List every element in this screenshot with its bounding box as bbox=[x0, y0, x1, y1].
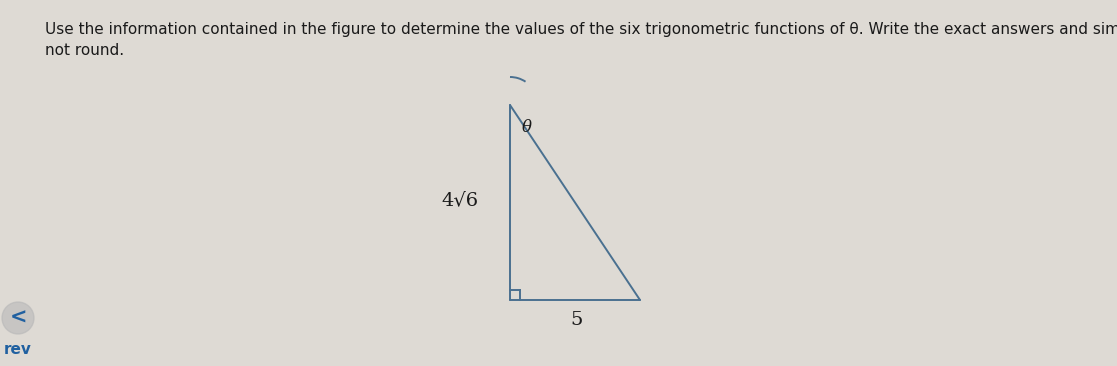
Text: θ: θ bbox=[522, 120, 532, 137]
Circle shape bbox=[2, 302, 34, 334]
Text: rev: rev bbox=[4, 343, 32, 358]
Text: 5: 5 bbox=[571, 311, 583, 329]
Text: <: < bbox=[9, 308, 27, 328]
Text: not round.: not round. bbox=[45, 43, 124, 58]
Text: Use the information contained in the figure to determine the values of the six t: Use the information contained in the fig… bbox=[45, 22, 1117, 37]
Text: 4√6: 4√6 bbox=[441, 191, 478, 209]
